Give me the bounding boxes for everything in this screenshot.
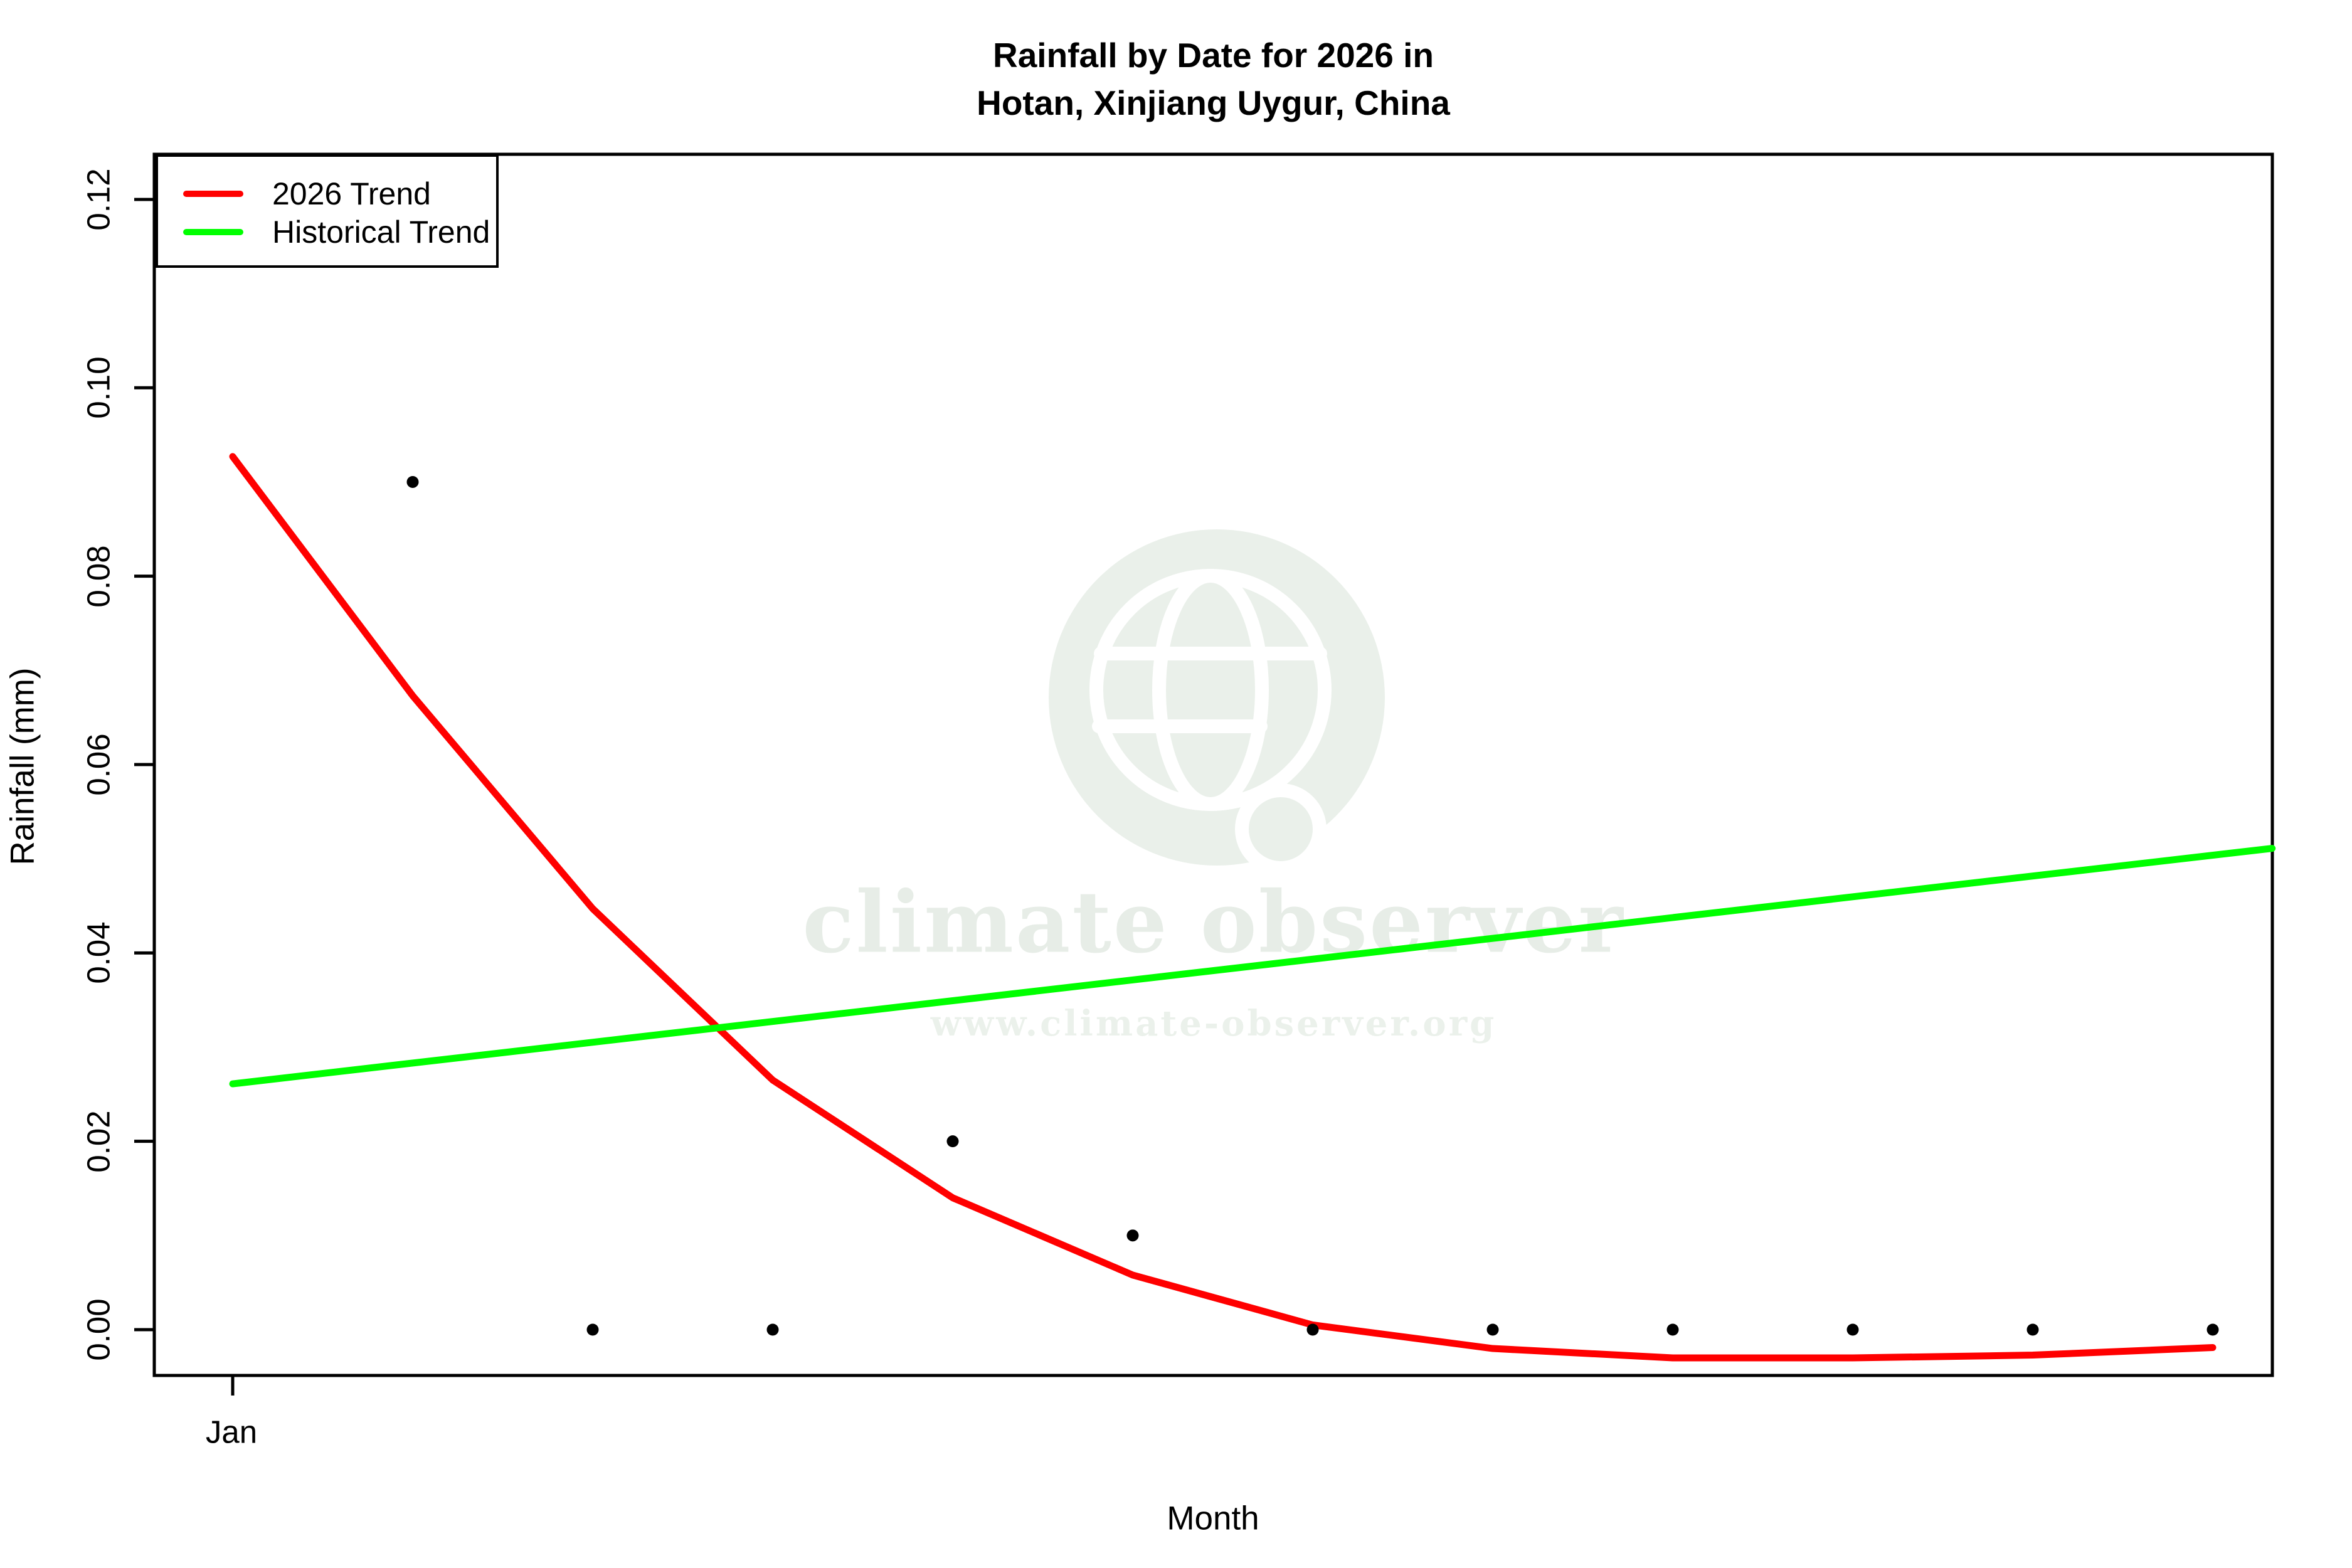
y-tick-label: 0.00 <box>80 1298 117 1361</box>
trend-2026-line <box>229 453 2217 1362</box>
x-axis-label: Month <box>1167 1500 1259 1537</box>
legend: 2026 Trend Historical Trend <box>156 154 499 268</box>
legend-label-2026-trend: 2026 Trend <box>272 176 431 211</box>
globe-watermark-icon <box>1089 569 1364 916</box>
legend-swatch-historical-trend <box>183 229 243 235</box>
data-point-mar <box>586 1323 599 1336</box>
y-tick-label: 0.06 <box>80 733 117 796</box>
data-point-sep <box>1666 1323 1679 1336</box>
y-axis-label: Rainfall (mm) <box>4 667 41 866</box>
x-tick-label-jan: Jan <box>205 1414 258 1450</box>
data-point-jun <box>1126 1229 1139 1242</box>
legend-item-2026-trend: 2026 Trend <box>158 174 496 213</box>
data-point-feb <box>406 475 419 488</box>
y-tick-label: 0.12 <box>80 168 117 231</box>
data-point-oct <box>1846 1323 1859 1336</box>
legend-item-historical-trend: Historical Trend <box>158 213 496 252</box>
data-point-aug <box>1486 1323 1499 1336</box>
data-point-may <box>946 1135 959 1148</box>
watermark-brand-text: climate observer <box>802 872 1625 972</box>
y-tick-label: 0.02 <box>80 1110 117 1173</box>
y-tick-label: 0.10 <box>80 356 117 419</box>
legend-label-historical-trend: Historical Trend <box>272 215 490 250</box>
data-point-nov <box>2026 1323 2039 1336</box>
chart-title-line1: Rainfall by Date for 2026 in <box>993 36 1434 75</box>
data-point-jul <box>1306 1323 1319 1336</box>
legend-swatch-2026-trend <box>183 191 243 197</box>
data-point-dec <box>2206 1323 2219 1336</box>
watermark-url-text: www.climate-observer.org <box>930 1003 1497 1044</box>
chart-title: Rainfall by Date for 2026 in Hotan, Xinj… <box>154 31 2272 127</box>
data-point-apr <box>766 1323 779 1336</box>
historical-trend-line <box>229 845 2276 1088</box>
chart-title-line2: Hotan, Xinjiang Uygur, China <box>977 83 1450 122</box>
y-tick-label: 0.04 <box>80 921 117 984</box>
y-tick-label: 0.08 <box>80 544 117 608</box>
